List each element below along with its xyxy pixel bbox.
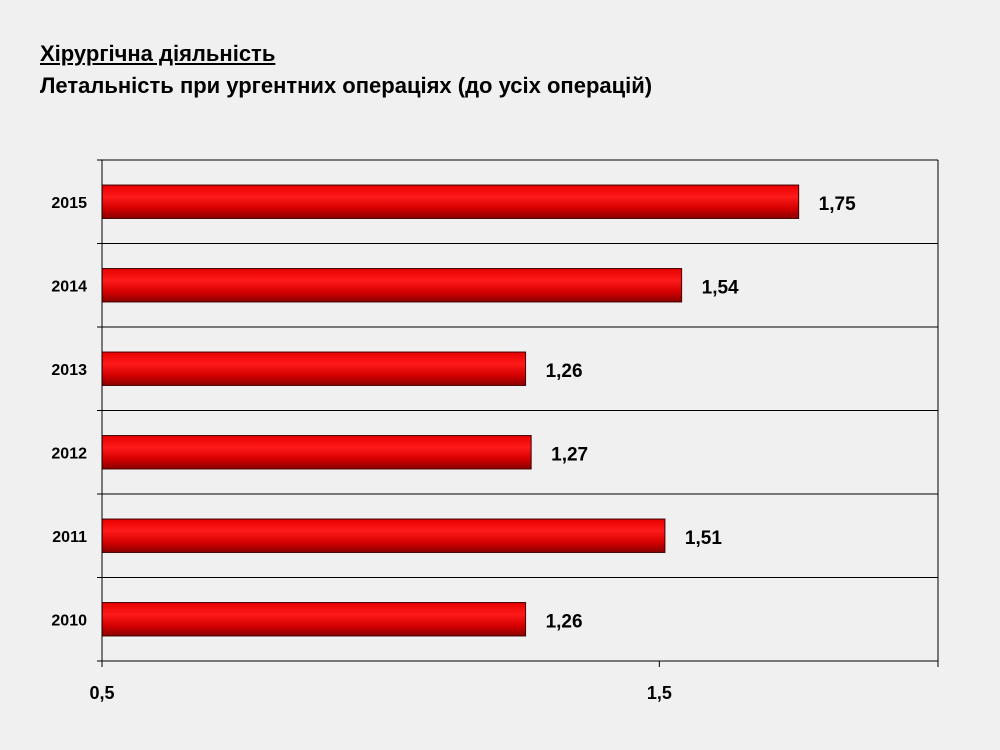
value-label-2014: 1,54 [702, 277, 739, 298]
category-label-2013: 2013 [51, 362, 87, 379]
value-label-2010: 1,26 [546, 611, 583, 632]
value-label-2011: 1,51 [685, 528, 722, 549]
bar-2012 [101, 435, 532, 470]
value-label-2012: 1,27 [551, 444, 588, 465]
value-label-2015: 1,75 [819, 194, 856, 215]
category-label-2011: 2011 [52, 529, 87, 546]
bar-2010 [101, 602, 527, 637]
value-label-2013: 1,26 [546, 361, 583, 382]
chart-subtitle: Летальність при ургентних операціях (до … [40, 73, 653, 98]
chart-title: Хірургічна діяльність [40, 41, 276, 66]
x-tick-label: 1,5 [647, 683, 672, 703]
category-label-2012: 2012 [51, 445, 87, 462]
bar-2014 [101, 268, 683, 303]
bar-2015 [101, 184, 800, 219]
x-tick-label: 0,5 [89, 683, 114, 703]
bar-2011 [101, 518, 666, 553]
category-label-2010: 2010 [51, 612, 87, 629]
bar-2013 [101, 351, 527, 386]
category-label-2015: 2015 [51, 195, 87, 212]
category-label-2014: 2014 [51, 278, 87, 295]
